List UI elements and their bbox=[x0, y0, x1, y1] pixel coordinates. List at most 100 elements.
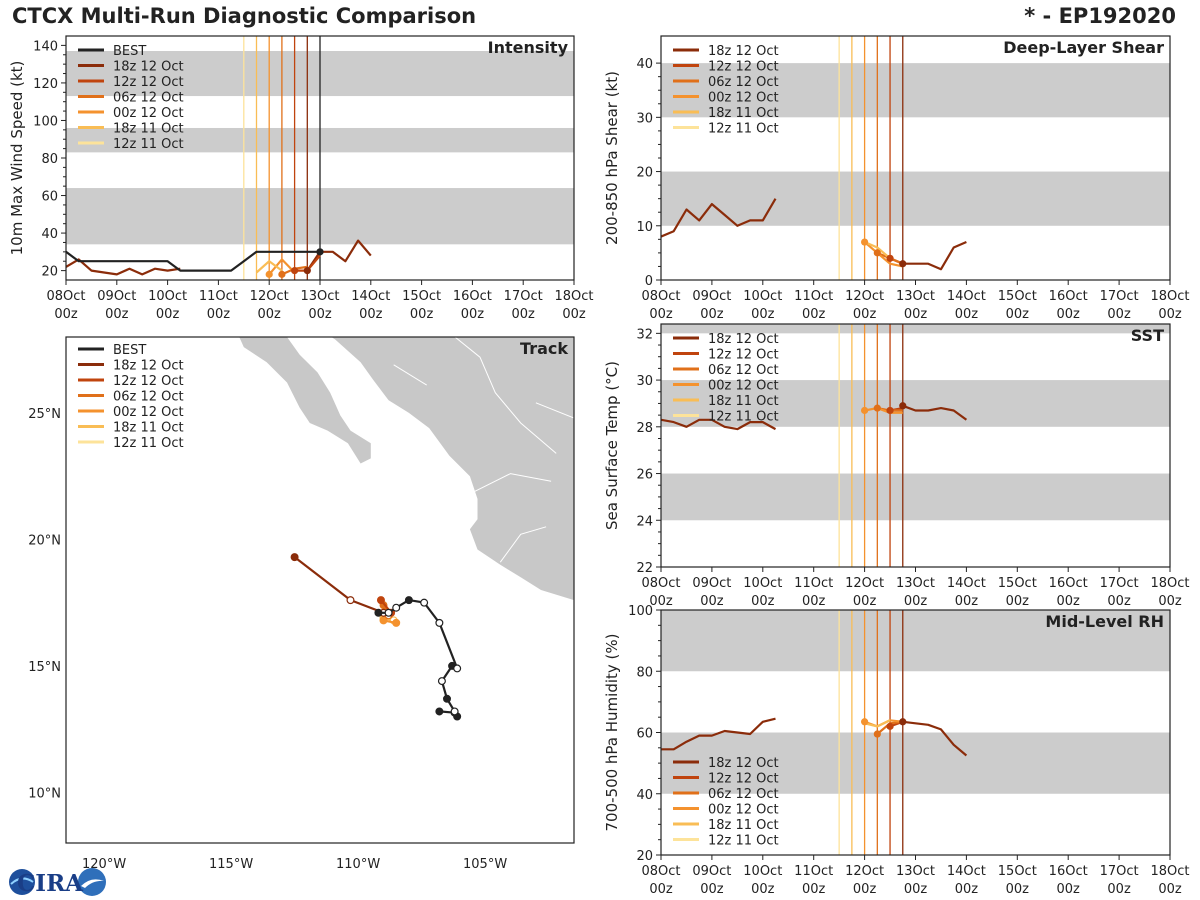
track-point bbox=[404, 596, 413, 605]
lat-label: 10°N bbox=[28, 786, 61, 801]
x-tick-day: 12Oct bbox=[845, 576, 884, 591]
legend-label: 12z 11 Oct bbox=[708, 834, 779, 849]
track-line bbox=[293, 556, 384, 614]
x-tick-hour: 00z bbox=[802, 594, 826, 609]
y-tick-label: 100 bbox=[33, 114, 58, 129]
data-point bbox=[899, 402, 907, 410]
x-tick-hour: 00z bbox=[904, 307, 928, 322]
x-tick-hour: 00z bbox=[751, 594, 775, 609]
data-point bbox=[886, 722, 894, 730]
legend-label: 06z 12 Oct bbox=[708, 787, 779, 802]
data-point bbox=[316, 248, 324, 256]
legend-label: 18z 11 Oct bbox=[708, 818, 779, 833]
x-tick-hour: 00z bbox=[853, 307, 877, 322]
legend-label: 18z 12 Oct bbox=[708, 44, 779, 59]
track-point bbox=[435, 707, 444, 716]
x-tick-hour: 00z bbox=[1006, 594, 1030, 609]
legend-label: 00z 12 Oct bbox=[113, 106, 184, 121]
x-tick-day: 16Oct bbox=[1049, 576, 1088, 591]
y-tick-label: 30 bbox=[636, 111, 653, 126]
y-tick-label: 32 bbox=[636, 327, 653, 342]
series-line bbox=[863, 241, 904, 268]
y-axis-label: 700-500 hPa Humidity (%) bbox=[603, 633, 621, 831]
legend-label: 18z 12 Oct bbox=[113, 60, 184, 75]
threshold-band bbox=[661, 610, 1170, 672]
threshold-band bbox=[661, 473, 1170, 521]
legend-label: 12z 12 Oct bbox=[113, 374, 184, 389]
x-tick-hour: 00z bbox=[1006, 882, 1030, 897]
legend-label: 18z 11 Oct bbox=[113, 421, 184, 436]
lon-label: 105°W bbox=[463, 857, 507, 872]
track-point bbox=[290, 553, 299, 562]
x-tick-day: 09Oct bbox=[692, 576, 731, 591]
shear-plot-area bbox=[661, 36, 1170, 280]
y-tick-label: 40 bbox=[41, 227, 58, 242]
series-line bbox=[661, 198, 777, 238]
x-tick-hour: 00z bbox=[258, 307, 282, 322]
x-tick-day: 08Oct bbox=[641, 289, 680, 304]
x-tick-hour: 00z bbox=[700, 594, 724, 609]
y-tick-label: 60 bbox=[636, 727, 653, 742]
x-tick-hour: 00z bbox=[955, 882, 979, 897]
y-tick-label: 80 bbox=[636, 665, 653, 680]
x-tick-hour: 00z bbox=[1107, 594, 1131, 609]
series-line bbox=[661, 418, 777, 431]
x-tick-hour: 00z bbox=[1006, 307, 1030, 322]
x-tick-hour: 00z bbox=[410, 307, 434, 322]
x-tick-hour: 00z bbox=[700, 882, 724, 897]
track-point bbox=[376, 596, 385, 605]
panel-title: Mid-Level RH bbox=[1045, 612, 1164, 631]
x-tick-day: 08Oct bbox=[641, 864, 680, 879]
x-tick-hour: 00z bbox=[105, 307, 129, 322]
x-tick-hour: 00z bbox=[649, 594, 673, 609]
y-tick-label: 20 bbox=[636, 849, 653, 864]
rh-panel: 20 40 60 80 100 08Oct 00z 09Oct 00z 10Oct 00z 11Oct… bbox=[603, 604, 1190, 897]
x-tick-day: 09Oct bbox=[97, 289, 136, 304]
intensity-plot-area bbox=[66, 36, 574, 280]
x-tick-day: 08Oct bbox=[46, 289, 85, 304]
x-tick-hour: 00z bbox=[512, 307, 536, 322]
y-tick-label: 140 bbox=[33, 39, 58, 54]
x-tick-hour: 00z bbox=[955, 594, 979, 609]
x-tick-hour: 00z bbox=[700, 307, 724, 322]
track-point bbox=[374, 608, 383, 617]
x-tick-day: 11Oct bbox=[794, 289, 833, 304]
x-tick-day: 18Oct bbox=[554, 289, 593, 304]
lon-label: 110°W bbox=[336, 857, 380, 872]
series-line bbox=[864, 719, 891, 728]
x-tick-hour: 00z bbox=[1057, 882, 1081, 897]
x-tick-day: 16Oct bbox=[1049, 289, 1088, 304]
legend-label: 12z 11 Oct bbox=[113, 137, 184, 152]
y-tick-label: 20 bbox=[41, 265, 58, 280]
series-line bbox=[661, 717, 776, 751]
track-point bbox=[379, 616, 388, 625]
legend-label: 18z 12 Oct bbox=[708, 756, 779, 771]
data-point bbox=[265, 270, 273, 278]
x-tick-day: 13Oct bbox=[896, 289, 935, 304]
legend-label: 18z 11 Oct bbox=[708, 394, 779, 409]
series-line bbox=[902, 720, 968, 757]
data-point bbox=[861, 718, 869, 726]
series-line bbox=[306, 239, 372, 272]
lon-label: 115°W bbox=[209, 857, 253, 872]
track-point bbox=[392, 618, 401, 627]
series-line bbox=[902, 404, 968, 421]
y-tick-label: 40 bbox=[636, 788, 653, 803]
x-tick-day: 14Oct bbox=[947, 289, 986, 304]
logo-text: CIRA bbox=[17, 870, 84, 897]
lat-label: 25°N bbox=[28, 407, 61, 422]
x-tick-day: 14Oct bbox=[947, 864, 986, 879]
x-tick-hour: 00z bbox=[562, 307, 586, 322]
data-point bbox=[861, 238, 869, 246]
legend-label: 12z 12 Oct bbox=[708, 60, 779, 75]
y-axis-label: 200-850 hPa Shear (kt) bbox=[603, 71, 621, 245]
threshold-band bbox=[661, 324, 1170, 334]
x-tick-hour: 00z bbox=[461, 307, 485, 322]
y-tick-label: 30 bbox=[636, 374, 653, 389]
x-tick-day: 12Oct bbox=[845, 864, 884, 879]
x-tick-hour: 00z bbox=[156, 307, 180, 322]
x-tick-day: 16Oct bbox=[453, 289, 492, 304]
legend-label: 12z 12 Oct bbox=[708, 772, 779, 787]
